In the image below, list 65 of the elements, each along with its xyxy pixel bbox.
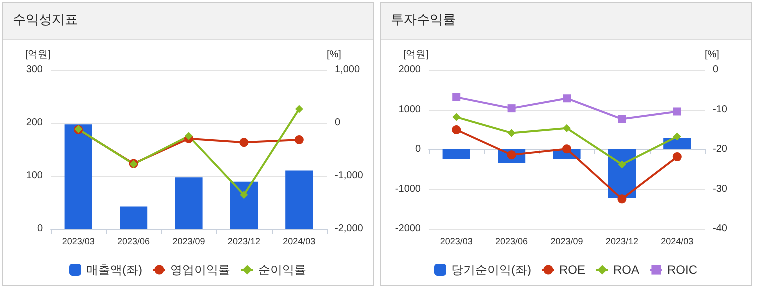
x-tick-label: 2023/09 — [172, 236, 206, 246]
y-axis-title: [억원] — [25, 50, 52, 60]
x-tick-label: 2023/06 — [118, 236, 150, 246]
y2-tick-label: -40 — [713, 224, 728, 234]
chart-title: 수익성지표 — [3, 3, 373, 40]
legend-label: ROIC — [668, 263, 698, 277]
y-tick-label: 0 — [37, 224, 44, 234]
x-tick-label: 2024/03 — [283, 236, 316, 246]
point — [618, 160, 626, 169]
point — [508, 129, 516, 138]
y2-axis-title: [%] — [705, 50, 720, 60]
y-tick-label: -1000 — [395, 184, 422, 195]
x-tick-label: 2023/12 — [606, 236, 638, 246]
x-tick-label: 2023/09 — [550, 236, 584, 246]
y2-tick-label: 1,000 — [335, 64, 360, 76]
legend-label: 순이익률 — [258, 263, 306, 277]
point — [295, 105, 304, 114]
point — [185, 132, 193, 140]
x-tick-label: 2023/03 — [440, 236, 473, 246]
y2-tick-label: -1,000 — [335, 170, 364, 182]
y2-tick-label: -20 — [713, 144, 728, 155]
y-tick-label: 100 — [26, 170, 44, 182]
bar — [230, 182, 258, 229]
bar — [175, 178, 203, 229]
y2-tick-label: 0 — [713, 64, 719, 76]
point — [452, 93, 461, 102]
point — [618, 194, 627, 204]
y-tick-label: 1000 — [398, 104, 422, 116]
legend-label: 매출액(좌) — [86, 263, 143, 277]
point — [508, 104, 516, 113]
x-tick-label: 2023/03 — [62, 236, 95, 246]
y-tick-label: 200 — [26, 118, 44, 128]
point — [673, 108, 682, 116]
y2-tick-label: -30 — [713, 184, 728, 195]
x-tick-label: 2023/12 — [228, 236, 260, 246]
legend-label: ROE — [559, 263, 586, 277]
point — [563, 124, 571, 132]
bar — [286, 170, 314, 229]
y-tick-label: 2000 — [398, 64, 422, 76]
y-axis-title: [억원] — [403, 50, 430, 60]
y2-axis-title: [%] — [327, 50, 342, 60]
chart-title: 투자수익률 — [381, 3, 751, 40]
point — [240, 138, 249, 148]
y-tick-label: -2000 — [395, 224, 422, 234]
point — [452, 113, 461, 122]
x-tick-label: 2023/06 — [496, 236, 528, 246]
legend-label: ROA — [613, 263, 640, 277]
point — [672, 152, 682, 162]
bar — [64, 124, 92, 229]
point — [452, 126, 462, 135]
point — [294, 135, 304, 144]
y2-tick-label: 0 — [335, 118, 341, 128]
x-tick-label: 2024/03 — [661, 236, 694, 246]
legend-label: 당기순이익(좌) — [452, 263, 532, 277]
legend-label: 영업이익률 — [170, 263, 230, 277]
y2-tick-label: -2,000 — [335, 224, 364, 234]
point — [562, 144, 572, 154]
point — [563, 94, 571, 103]
point — [240, 191, 248, 200]
point — [618, 115, 626, 124]
y2-tick-label: -10 — [713, 104, 728, 116]
bar — [120, 206, 148, 229]
y-tick-label: 0 — [415, 144, 422, 155]
point — [673, 132, 682, 141]
y-tick-label: 300 — [26, 64, 44, 76]
